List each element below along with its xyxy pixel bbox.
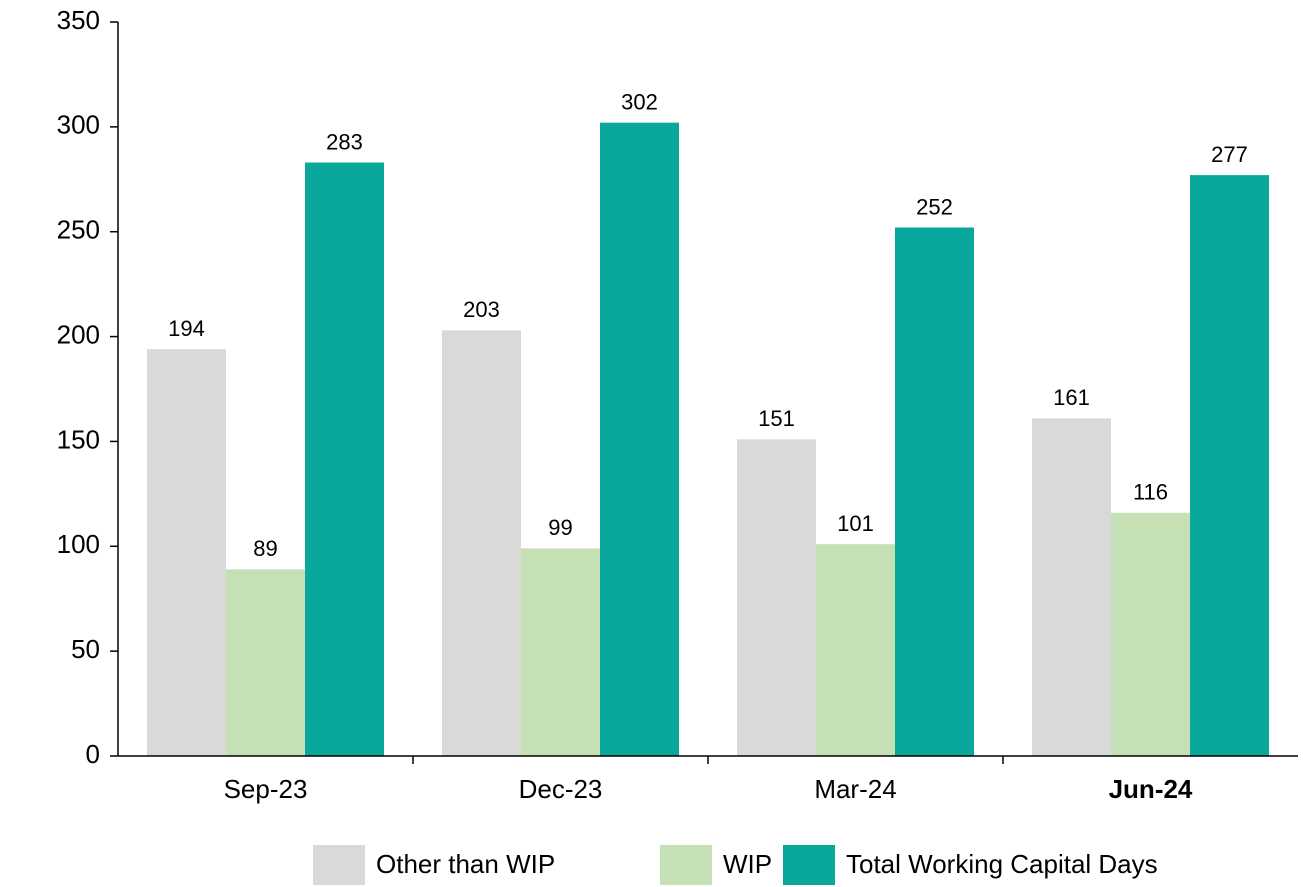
y-tick-label: 300 (57, 110, 100, 140)
y-tick-label: 150 (57, 424, 100, 454)
value-label: 203 (463, 297, 500, 322)
y-tick-label: 0 (86, 739, 100, 769)
y-tick-label: 100 (57, 529, 100, 559)
value-label: 252 (916, 194, 953, 219)
value-label: 161 (1053, 385, 1090, 410)
y-tick-label: 350 (57, 5, 100, 35)
x-tick-label: Jun-24 (1109, 774, 1193, 804)
legend-label: Other than WIP (376, 849, 555, 879)
value-label: 302 (621, 89, 658, 114)
value-label: 89 (253, 536, 277, 561)
legend-swatch (660, 845, 712, 885)
bar (737, 439, 816, 756)
bar (226, 569, 305, 756)
bar (521, 548, 600, 756)
y-tick-label: 50 (71, 634, 100, 664)
x-tick-label: Sep-23 (224, 774, 308, 804)
value-label: 101 (837, 511, 874, 536)
value-label: 277 (1211, 142, 1248, 167)
bar (1190, 175, 1269, 756)
legend-swatch (783, 845, 835, 885)
y-tick-label: 250 (57, 215, 100, 245)
value-label: 116 (1133, 480, 1168, 505)
bar (1111, 512, 1190, 756)
bar (816, 544, 895, 756)
y-tick-label: 200 (57, 319, 100, 349)
value-label: 151 (758, 406, 795, 431)
bar (147, 349, 226, 756)
bar (895, 227, 974, 756)
bar (1032, 418, 1111, 756)
legend-swatch (313, 845, 365, 885)
bar (442, 330, 521, 756)
value-label: 99 (548, 515, 572, 540)
bar (305, 162, 384, 757)
x-tick-label: Mar-24 (814, 774, 896, 804)
bar (600, 122, 679, 757)
legend-label: Total Working Capital Days (846, 849, 1158, 879)
legend-label: WIP (723, 849, 772, 879)
value-label: 194 (168, 316, 205, 341)
value-label: 283 (326, 129, 363, 154)
x-tick-label: Dec-23 (519, 774, 603, 804)
